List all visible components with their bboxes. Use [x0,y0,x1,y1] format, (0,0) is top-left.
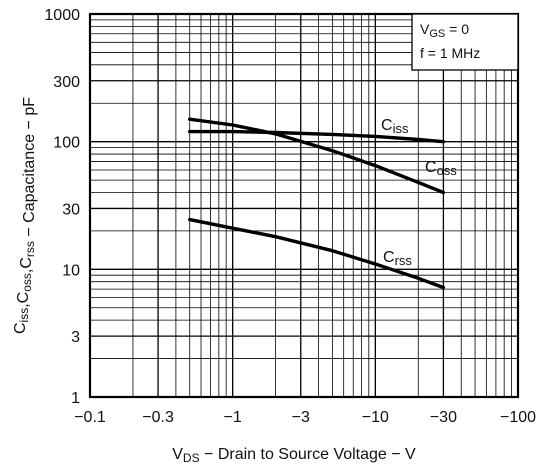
curve-ciss [187,129,446,144]
conditions-frame [411,13,519,71]
y-tick-label: 3 [71,329,80,346]
x-tick-label: −1 [224,409,242,426]
y-tick-label: 30 [62,201,80,218]
y-tick-label: 1000 [44,7,80,24]
plot-frame [88,12,520,399]
curve-label-ciss: Ciss [381,117,409,136]
y-tick-label: 10 [62,262,80,279]
x-tick-label: −0.1 [74,409,106,426]
y-tick-labels: 1 3 10 30 100 300 1000 [44,7,80,407]
x-tick-labels: −0.1 −0.3 −1 −3 −10 −30 −100 [74,409,536,426]
y-tick-label: 1 [71,390,80,407]
curve-labels: Ciss Coss Crss [381,117,457,268]
curve-label-crss: Crss [383,249,412,268]
x-tick-label: −3 [292,409,310,426]
plot-grid [90,14,518,397]
curve-coss [187,117,446,195]
x-tick-label: −0.3 [142,409,174,426]
y-tick-label: 300 [53,74,80,91]
curve-crss [187,217,446,290]
x-tick-label: −100 [500,409,536,426]
conditions-box: VGS = 0 f = 1 MHz [411,13,519,71]
x-axis-label: VDS − Drain to Source Voltage − V [172,446,416,465]
curves [187,117,446,290]
y-tick-label: 100 [53,135,80,152]
condition-text: f = 1 MHz [420,45,480,61]
curve-label-coss: Coss [425,159,457,178]
x-tick-label: −30 [430,409,457,426]
y-axis-label: Ciss,Coss,Crss − Capacitance − pF [12,97,38,334]
x-tick-label: −10 [362,409,389,426]
condition-text: VGS = 0 [420,21,469,40]
